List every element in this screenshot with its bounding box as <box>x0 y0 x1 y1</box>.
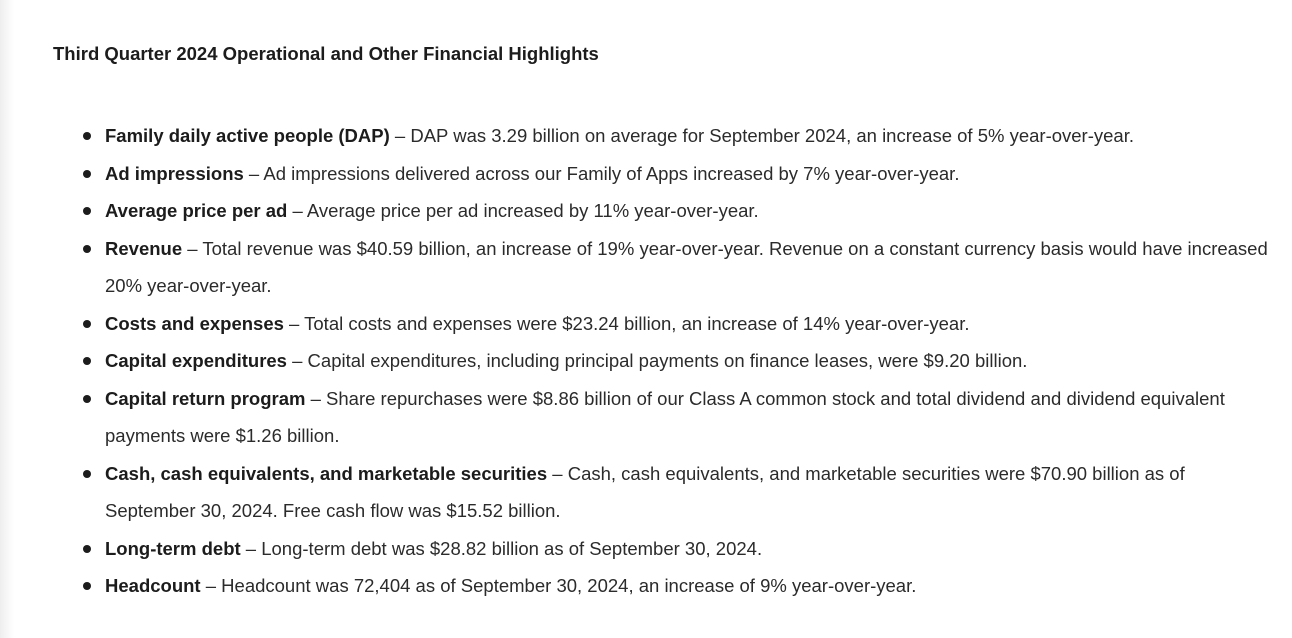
page-title: Third Quarter 2024 Operational and Other… <box>53 43 599 64</box>
bullet-icon <box>83 169 91 178</box>
list-item: Family daily active people (DAP) – DAP w… <box>80 117 1270 155</box>
highlight-term: Long-term debt <box>105 537 241 559</box>
list-item: Average price per ad – Average price per… <box>80 192 1270 230</box>
highlight-text: Average price per ad increased by 11% ye… <box>306 200 759 221</box>
bullet-icon <box>83 319 91 328</box>
highlight-separator: – <box>547 462 568 484</box>
highlight-text: Capital expenditures, including principa… <box>307 350 1028 371</box>
highlight-term: Costs and expenses <box>105 312 284 334</box>
highlight-text: Total costs and expenses were $23.24 bil… <box>304 312 970 334</box>
highlight-separator: – <box>286 350 308 371</box>
highlight-term: Capital return program <box>105 387 306 409</box>
bullet-icon <box>83 544 91 553</box>
highlight-separator: – <box>287 200 307 221</box>
highlight-separator: – <box>200 575 222 596</box>
list-item: Ad impressions – Ad impressions delivere… <box>80 155 1270 193</box>
highlight-separator: – <box>182 237 203 259</box>
bullet-icon <box>83 582 91 590</box>
highlight-separator: – <box>283 312 305 334</box>
list-item: Costs and expenses – Total costs and exp… <box>80 305 1270 343</box>
left-edge-shadow <box>0 0 14 638</box>
highlight-term: Revenue <box>105 237 183 259</box>
bullet-icon <box>83 394 91 403</box>
highlights-list: Family daily active people (DAP) – DAP w… <box>80 117 1270 605</box>
highlight-text: Headcount was 72,404 as of September 30,… <box>221 575 917 596</box>
highlight-separator: – <box>240 537 262 559</box>
highlight-text: Cash, cash equivalents, and marketable s… <box>105 462 1185 522</box>
highlight-term: Family daily active people (DAP) <box>105 125 390 146</box>
highlight-separator: – <box>305 387 327 409</box>
bullet-icon <box>83 357 91 365</box>
list-item: Capital expenditures – Capital expenditu… <box>80 342 1270 380</box>
list-item: Headcount – Headcount was 72,404 as of S… <box>80 567 1270 605</box>
bullet-icon <box>83 244 91 253</box>
highlight-term: Cash, cash equivalents, and marketable s… <box>105 462 548 484</box>
highlight-term: Headcount <box>105 575 201 596</box>
highlight-term: Ad impressions <box>105 162 244 184</box>
bullet-icon <box>83 132 91 140</box>
highlight-text: Share repurchases were $8.86 billion of … <box>105 387 1225 447</box>
list-item: Cash, cash equivalents, and marketable s… <box>80 455 1270 530</box>
highlight-separator: – <box>243 162 264 184</box>
list-item: Capital return program – Share repurchas… <box>80 380 1270 455</box>
highlight-term: Capital expenditures <box>105 350 287 371</box>
highlight-text: Total revenue was $40.59 billion, an inc… <box>105 237 1268 297</box>
highlight-text: Ad impressions delivered across our Fami… <box>263 162 960 184</box>
highlight-text: Long-term debt was $28.82 billion as of … <box>261 537 763 559</box>
list-item: Long-term debt – Long-term debt was $28.… <box>80 530 1270 568</box>
highlight-term: Average price per ad <box>105 200 288 221</box>
bullet-icon <box>83 469 91 478</box>
highlight-text: DAP was 3.29 billion on average for Sept… <box>410 125 1134 146</box>
list-item: Revenue – Total revenue was $40.59 billi… <box>80 230 1270 305</box>
highlight-separator: – <box>389 125 411 146</box>
bullet-icon <box>83 207 91 215</box>
